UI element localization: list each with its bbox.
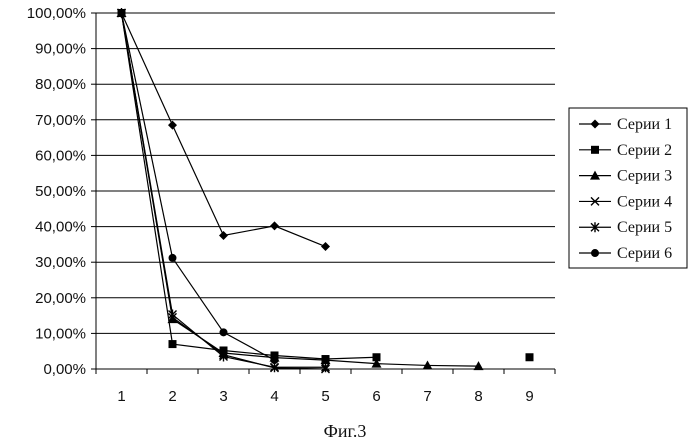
y-tick-label: 60,00%: [35, 147, 86, 164]
x-tick-label: 8: [474, 388, 482, 405]
series-1: [117, 9, 330, 252]
series-2: [118, 9, 534, 363]
y-tick-label: 30,00%: [35, 254, 86, 271]
marker-circle: [220, 328, 228, 336]
x-tick-label: 7: [423, 388, 431, 405]
marker-circle: [271, 356, 279, 364]
data-point: [220, 328, 228, 336]
marker-square: [169, 340, 177, 348]
legend: Серии 1 Серии 2 Серии 3 Серии 4 Серии 5 Серии…: [569, 108, 687, 268]
marker-diamond: [321, 242, 330, 251]
y-tick-label: 40,00%: [35, 219, 86, 236]
legend-marker: [591, 146, 599, 154]
data-point: [526, 353, 534, 361]
x-tick-label: 2: [168, 388, 176, 405]
y-tick-label: 70,00%: [35, 112, 86, 129]
legend-label: Серии 6: [617, 245, 672, 262]
x-tick-label: 5: [321, 388, 329, 405]
data-point: [219, 231, 228, 240]
data-point: [270, 221, 279, 230]
legend-label: Серии 3: [617, 168, 672, 185]
marker-diamond: [219, 231, 228, 240]
x-axis-ticks: 1 2 3 4 5 6 7 8 9: [117, 388, 533, 405]
marker-circle: [118, 9, 126, 17]
x-tick-label: 4: [270, 388, 278, 405]
legend-marker: [591, 249, 599, 257]
y-tick-label: 100,00%: [27, 5, 86, 22]
series-6: [118, 9, 279, 364]
y-tick-label: 50,00%: [35, 183, 86, 200]
series-line: [122, 13, 326, 367]
data-point: [169, 340, 177, 348]
data-point: [169, 254, 177, 262]
y-tick-label: 0,00%: [43, 361, 86, 378]
legend-label: Серии 5: [617, 219, 672, 236]
axes: [91, 13, 555, 374]
gridlines: [96, 13, 555, 333]
series-line: [122, 13, 377, 359]
y-axis-ticks: 0,00% 10,00% 20,00% 30,00% 40,00% 50,00% 60,00…: [27, 5, 86, 378]
legend-label: Серии 1: [617, 116, 672, 133]
marker-circle: [591, 249, 599, 257]
data-point: [118, 9, 126, 17]
y-tick-label: 80,00%: [35, 76, 86, 93]
series-line: [122, 13, 275, 360]
marker-diamond: [270, 221, 279, 230]
data-point: [321, 242, 330, 251]
data-point: [168, 121, 177, 130]
series-line: [122, 13, 479, 366]
marker-diamond: [168, 121, 177, 130]
x-tick-label: 9: [525, 388, 533, 405]
y-tick-label: 90,00%: [35, 41, 86, 58]
x-tick-label: 1: [117, 388, 125, 405]
marker-circle: [169, 254, 177, 262]
legend-label: Серии 2: [617, 142, 672, 159]
y-tick-label: 10,00%: [35, 325, 86, 342]
marker-square: [526, 353, 534, 361]
y-tick-label: 20,00%: [35, 290, 86, 307]
x-tick-label: 6: [372, 388, 380, 405]
x-tick-label: 3: [219, 388, 227, 405]
figure-caption: Фиг.3: [324, 421, 367, 441]
legend-label: Серии 4: [617, 193, 672, 210]
data-point: [271, 356, 279, 364]
marker-square: [591, 146, 599, 154]
